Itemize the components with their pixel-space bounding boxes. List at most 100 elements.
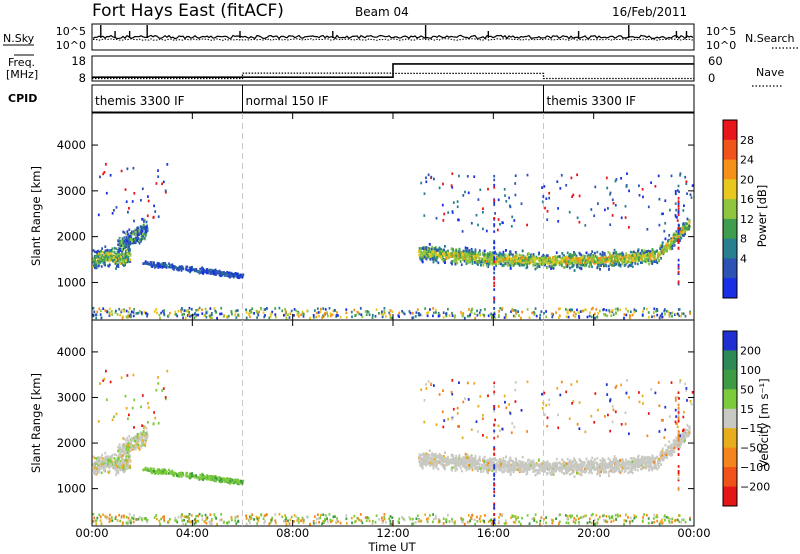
power-cell xyxy=(490,312,493,316)
velocity-cell xyxy=(219,480,222,484)
power-cell xyxy=(542,258,544,261)
power-cell xyxy=(427,250,430,253)
power-cell xyxy=(158,313,161,317)
power-cell xyxy=(677,270,680,274)
power-cell xyxy=(475,213,478,217)
power-cell xyxy=(477,251,480,255)
velocity-cell xyxy=(119,449,121,453)
power-cell xyxy=(443,248,445,252)
velocity-cell xyxy=(140,441,143,444)
power-cell xyxy=(561,262,563,265)
power-cell xyxy=(529,255,532,258)
power-cell xyxy=(527,261,529,264)
power-cell xyxy=(559,307,561,310)
power-cell xyxy=(667,310,670,314)
power-cell xyxy=(95,259,97,263)
power-cell xyxy=(553,256,556,259)
power-cell xyxy=(513,309,515,312)
power-cell xyxy=(122,261,125,265)
power-cell xyxy=(498,251,501,255)
power-cell xyxy=(574,252,577,256)
power-cell xyxy=(210,316,213,319)
power-cell xyxy=(607,207,609,210)
power-cell xyxy=(195,313,198,317)
power-cell xyxy=(118,307,121,311)
velocity-cell xyxy=(157,471,160,474)
power-cell xyxy=(618,257,621,261)
power-cell xyxy=(420,181,423,185)
power-cell xyxy=(198,270,200,273)
power-cell xyxy=(599,252,602,256)
velocity-cell xyxy=(127,466,130,470)
power-cell xyxy=(664,199,667,202)
power-cell xyxy=(517,310,519,313)
power-cell xyxy=(457,257,460,261)
power-cell xyxy=(433,251,436,255)
power-cell xyxy=(255,309,258,313)
power-cell xyxy=(615,251,617,254)
power-cell xyxy=(584,263,587,267)
power-cell xyxy=(667,239,669,243)
power-cell xyxy=(532,259,534,262)
power-cell xyxy=(218,273,221,277)
power-cell xyxy=(604,208,606,212)
velocity-cell xyxy=(106,457,109,460)
power-cell xyxy=(502,253,505,257)
power-cell xyxy=(679,239,681,242)
power-cell xyxy=(662,212,664,216)
velocity-cell xyxy=(101,453,103,457)
power-cell xyxy=(561,264,563,267)
velocity-cell xyxy=(125,465,127,469)
power-cell xyxy=(95,316,98,320)
power-cell xyxy=(466,259,469,262)
power-cell xyxy=(627,259,630,263)
power-cell xyxy=(673,240,676,243)
power-cell xyxy=(450,255,453,258)
power-cell xyxy=(626,261,629,264)
power-cell xyxy=(571,255,574,258)
power-cell xyxy=(509,267,512,270)
power-cell xyxy=(555,261,558,265)
power-cell xyxy=(546,258,549,261)
power-cell xyxy=(97,213,100,217)
velocity-cell xyxy=(144,440,147,444)
velocity-cell xyxy=(127,439,129,443)
power-cell xyxy=(140,230,143,234)
power-cell xyxy=(209,268,211,272)
power-cell xyxy=(425,251,428,254)
power-cell xyxy=(118,254,120,258)
power-cell xyxy=(188,311,190,314)
power-cell xyxy=(654,258,656,261)
velocity-cell xyxy=(100,456,102,459)
power-cell xyxy=(439,251,441,254)
power-cell xyxy=(143,220,145,223)
power-cell xyxy=(209,314,211,318)
power-cell xyxy=(319,310,322,314)
power-cell xyxy=(539,313,542,317)
power-cell xyxy=(587,255,590,259)
power-cell xyxy=(448,254,451,257)
power-cell xyxy=(118,246,121,250)
power-cell xyxy=(287,313,289,316)
power-cell xyxy=(368,313,371,317)
power-cell xyxy=(634,253,636,256)
power-cell xyxy=(542,254,545,257)
power-cell xyxy=(155,308,158,311)
power-cell xyxy=(163,313,166,317)
power-cell xyxy=(577,265,579,268)
velocity-scatter-cells xyxy=(92,369,694,526)
power-cell xyxy=(117,253,119,257)
power-cell xyxy=(645,258,648,262)
power-cell xyxy=(123,259,125,262)
power-cell xyxy=(590,254,593,258)
power-cell xyxy=(675,230,678,233)
power-cell xyxy=(671,314,673,318)
power-cell xyxy=(537,264,540,268)
power-cell xyxy=(627,265,630,268)
power-cell xyxy=(160,311,162,315)
power-cell xyxy=(512,257,515,261)
power-cell xyxy=(487,187,489,191)
power-cell xyxy=(681,227,683,230)
